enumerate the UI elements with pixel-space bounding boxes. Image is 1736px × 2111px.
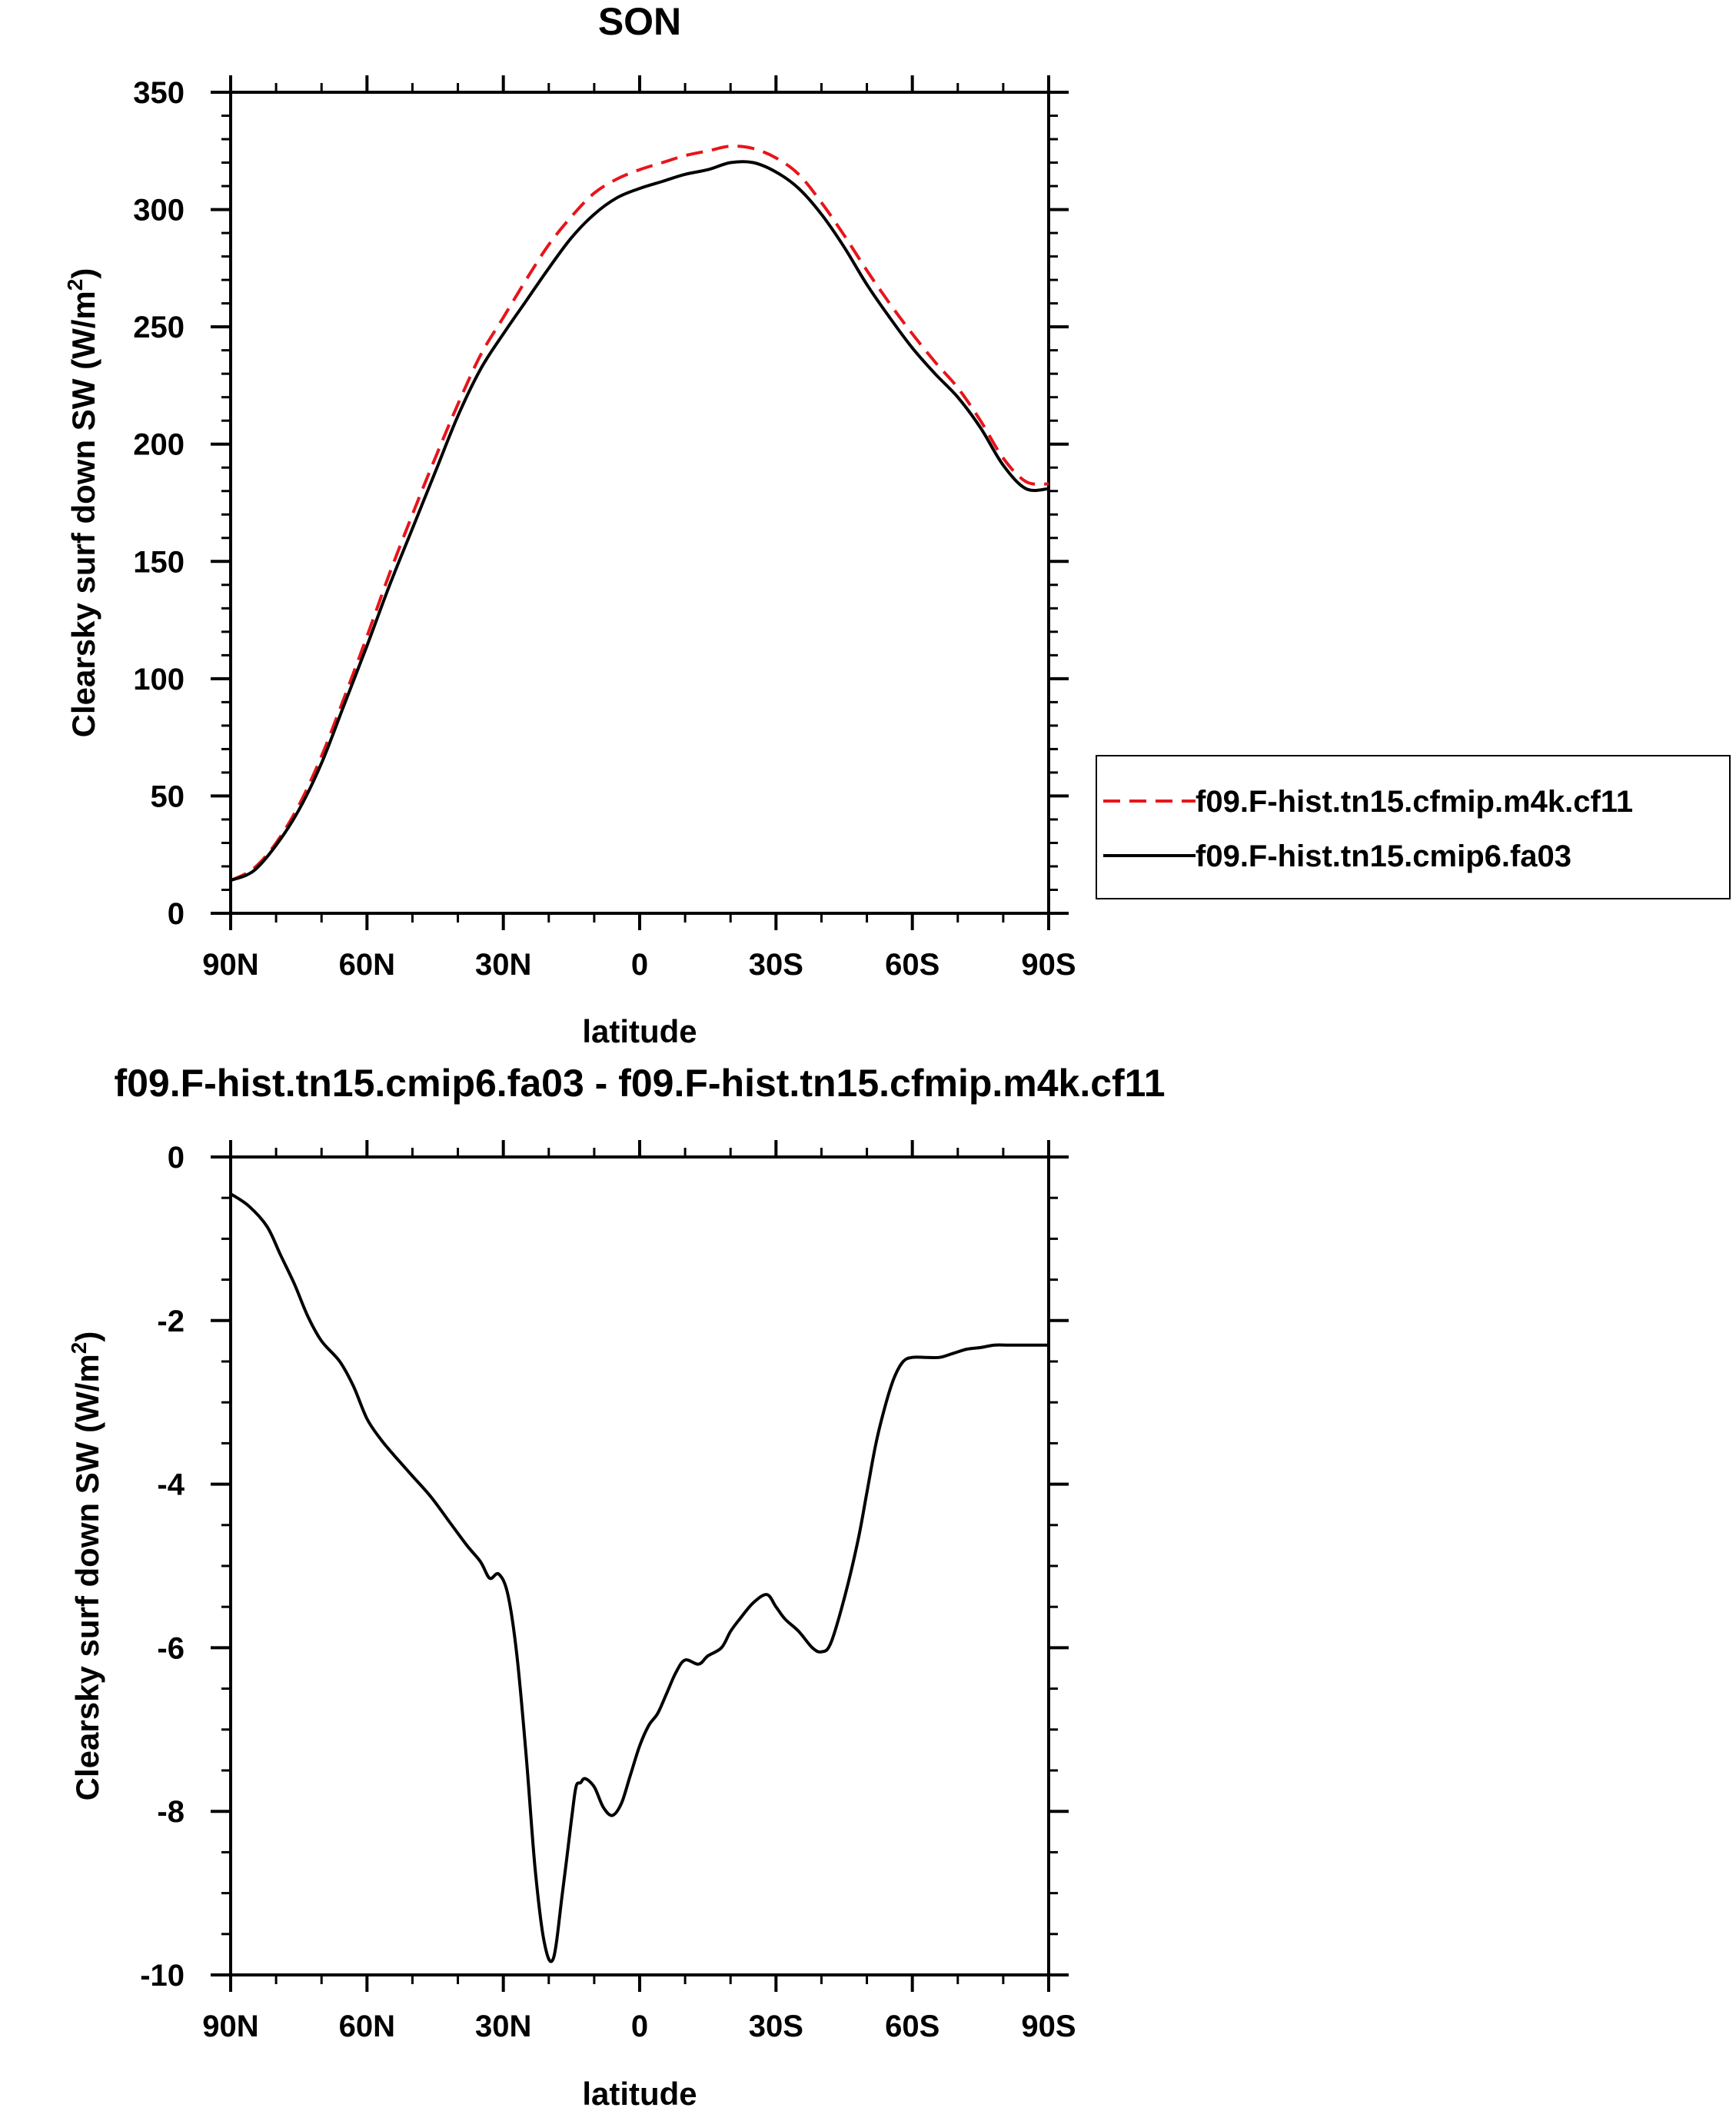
legend-box	[1096, 755, 1731, 899]
bottom-x-tick-label: 30N	[475, 2010, 531, 2043]
bottom-ticks: 90N 60N 30N 0 30S 60S 90S 0 -2 -4 -6 -8 -10	[140, 1140, 1076, 2043]
top-y-tick-label: 350	[133, 76, 185, 110]
top-x-tick-label: 90N	[202, 948, 258, 982]
top-y-tick-label: 150	[133, 545, 185, 579]
bottom-x-tick-label: 60S	[885, 2010, 940, 2043]
bottom-series	[229, 1192, 1049, 1963]
bottom-y-tick-label: 0	[168, 1141, 185, 1175]
top-plot-frame	[229, 91, 1050, 915]
top-x-tick-label: 90S	[1021, 948, 1076, 982]
top-y-tick-label: 100	[133, 663, 185, 696]
bottom-y-tick-label: -10	[140, 1959, 185, 1993]
bottom-series-line-0	[229, 1192, 1049, 1963]
top-y-tick-label: 0	[168, 897, 185, 931]
top-y-tick-label: 200	[133, 428, 185, 462]
bottom-x-tick-label: 90S	[1021, 2010, 1076, 2043]
legend-label-m4k: f09.F-hist.tn15.cfmip.m4k.cf11	[1196, 785, 1633, 819]
top-y-axis-label: Clearsky surf down SW (W/m2)	[63, 268, 101, 738]
top-series-line-0	[230, 145, 1049, 883]
bottom-plot-frame	[229, 1155, 1050, 1976]
top-y-tick-label: 250	[133, 311, 185, 344]
top-x-tick-label: 60N	[339, 948, 395, 982]
top-y-tick-label: 300	[133, 194, 185, 228]
bottom-chart-title: f09.F-hist.tn15.cmip6.fa03 - f09.F-hist.…	[114, 1062, 1165, 1105]
bottom-x-tick-label: 30S	[749, 2010, 803, 2043]
bottom-y-tick-label: -6	[157, 1631, 185, 1665]
bottom-x-axis-label: latitude	[582, 2076, 697, 2111]
bottom-y-axis-label: Clearsky surf down SW (W/m2)	[67, 1331, 105, 1801]
bottom-x-tick-label: 0	[631, 2010, 648, 2043]
top-y-tick-label: 50	[151, 780, 185, 813]
bottom-y-tick-label: -4	[157, 1468, 185, 1502]
top-x-tick-label: 30S	[749, 948, 803, 982]
top-x-tick-label: 30N	[475, 948, 531, 982]
legend: f09.F-hist.tn15.cfmip.m4k.cf11 f09.F-his…	[1096, 755, 1731, 899]
bottom-y-tick-label: -8	[157, 1795, 185, 1829]
top-chart-title: SON	[598, 0, 681, 43]
top-series	[230, 145, 1049, 883]
top-x-tick-label: 60S	[885, 948, 940, 982]
top-x-axis-label: latitude	[582, 1013, 697, 1049]
bottom-panel: f09.F-hist.tn15.cmip6.fa03 - f09.F-hist.…	[67, 1062, 1166, 2111]
bottom-x-tick-label: 60N	[339, 2010, 395, 2043]
bottom-y-tick-label: -2	[157, 1305, 185, 1338]
top-x-tick-label: 0	[631, 948, 648, 982]
top-ticks: 90N 60N 30N 0 30S 60S 90S 0 50 100 150 200 250 300 350	[133, 75, 1076, 982]
bottom-x-tick-label: 90N	[202, 2010, 258, 2043]
top-panel: SON 90N 60N 30N 0 30S 60S 90S 0 50 100 150 200 250 30…	[63, 0, 1731, 1049]
legend-label-fa03: f09.F-hist.tn15.cmip6.fa03	[1196, 839, 1571, 873]
top-series-line-1	[230, 160, 1049, 883]
